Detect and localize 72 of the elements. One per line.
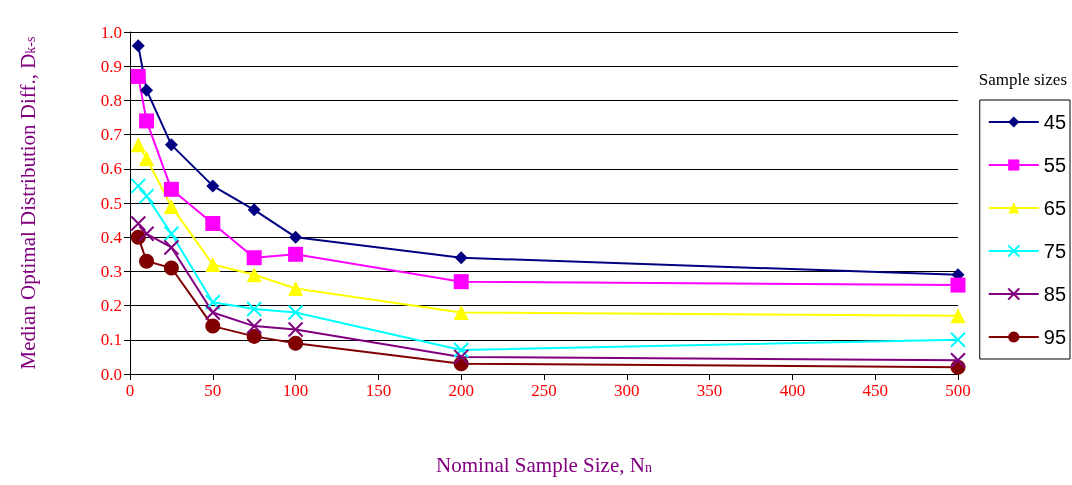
point [289,230,303,244]
y-tick-label: 0.4 [100,227,123,247]
x-tick-label: 0 [125,381,135,400]
point [140,83,154,97]
point [288,246,304,262]
point [288,335,304,351]
point [139,253,155,269]
legend-label: 95 [1043,326,1066,348]
x-tick-label: 150 [365,381,392,400]
point [130,215,147,232]
point [204,304,221,321]
point [205,216,221,232]
point [287,321,304,338]
point [163,181,179,197]
point [130,137,146,153]
y-tick-label: 0.3 [100,261,122,281]
legend-label: 65 [1043,197,1066,219]
x-tick-label: 250 [531,381,557,400]
legend-title: Sample sizes [978,70,1068,89]
point [288,281,304,296]
point [453,304,469,320]
legend-label: 85 [1043,283,1066,305]
point [204,294,221,311]
x-tick-label: 350 [696,381,723,400]
point [163,260,179,276]
legend-label: 75 [1043,240,1066,262]
y-tick-label: 1.0 [100,22,122,42]
point [950,331,966,348]
x-tick-label: 450 [862,381,888,400]
y-tick-label: 0.2 [100,296,122,316]
y-tick-label: 0.8 [100,90,122,110]
point [454,251,468,265]
point [246,267,262,283]
point [453,348,470,365]
point [246,250,262,266]
x-tick-label: 300 [614,381,640,400]
y-tick-label: 0.7 [100,125,123,145]
x-axis-title: Nominal Sample Size, Nn [436,452,652,477]
x-tick-label: 400 [779,381,806,400]
point [453,342,470,359]
point [163,225,180,242]
y-tick-label: 0.9 [100,56,122,76]
point [130,68,146,84]
point [139,151,155,167]
y-tick-label: 0.5 [100,193,122,213]
y-tick-label: 0.1 [100,330,122,350]
legend-label: 45 [1043,111,1066,133]
x-tick-label: 500 [945,381,971,400]
point [164,138,178,152]
legend-label: 55 [1043,154,1066,176]
point [205,257,221,273]
x-tick-label: 100 [282,381,309,400]
point [205,318,221,334]
point [163,239,180,256]
point [246,328,262,344]
point [246,301,263,318]
point [950,277,966,293]
point [131,39,145,53]
point [139,113,155,129]
point [130,177,147,194]
point [950,352,966,369]
point [247,203,261,217]
y-tick-label: 0.6 [100,159,122,179]
x-tick-label: 200 [448,381,474,400]
x-tick-label: 50 [204,381,222,400]
point [950,308,966,324]
point [163,198,179,214]
y-tick-label: 0.0 [100,364,122,384]
point [246,318,263,335]
point [206,179,220,193]
point [287,304,304,321]
point [453,274,469,290]
